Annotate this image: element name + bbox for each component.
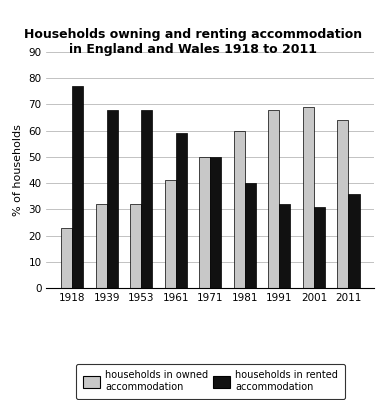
- Bar: [279, 204, 290, 288]
- Bar: [303, 107, 314, 288]
- Bar: [72, 86, 83, 288]
- Bar: [337, 120, 349, 288]
- Bar: [96, 204, 107, 288]
- Bar: [199, 157, 210, 288]
- Bar: [245, 183, 256, 288]
- Y-axis label: % of households: % of households: [13, 124, 23, 216]
- Bar: [165, 180, 176, 288]
- Bar: [268, 110, 279, 288]
- Bar: [61, 228, 72, 288]
- Bar: [234, 131, 245, 288]
- Bar: [314, 207, 325, 288]
- Bar: [130, 204, 141, 288]
- Legend: households in owned
accommodation, households in rented
accommodation: households in owned accommodation, house…: [76, 364, 345, 399]
- Bar: [349, 194, 359, 288]
- Text: Households owning and renting accommodation
in England and Wales 1918 to 2011: Households owning and renting accommodat…: [24, 28, 362, 56]
- Bar: [141, 110, 152, 288]
- Bar: [107, 110, 118, 288]
- Bar: [210, 157, 222, 288]
- Bar: [176, 133, 187, 288]
